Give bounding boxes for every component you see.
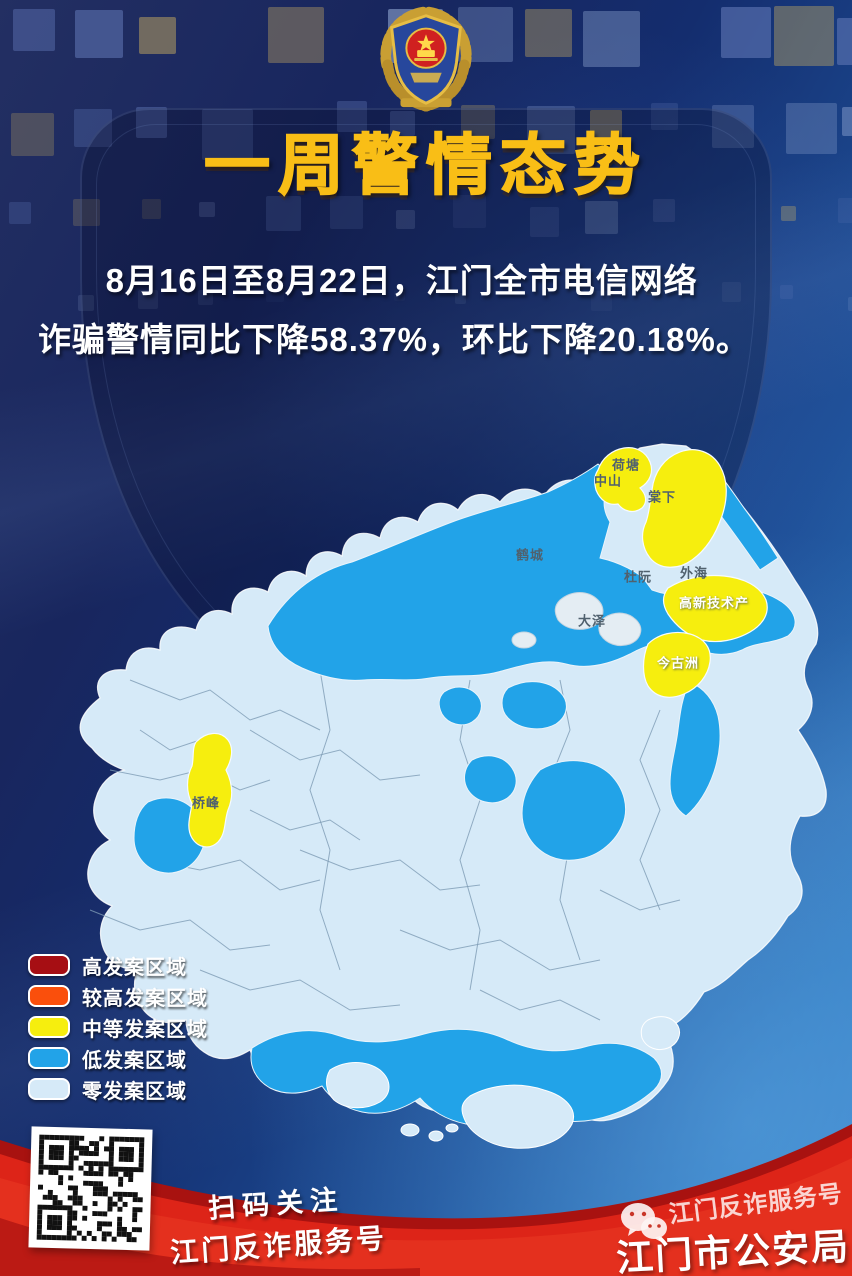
legend-row-mid: 中等发案区域 bbox=[28, 1014, 208, 1041]
legend-label: 较高发案区域 bbox=[82, 987, 208, 1010]
map-label-桥峰: 桥峰 bbox=[191, 795, 221, 811]
legend-swatch bbox=[28, 1078, 70, 1100]
mosaic-square bbox=[848, 296, 852, 311]
map-label-今古洲: 今古洲 bbox=[656, 655, 700, 671]
legend-row-mid-high: 较高发案区域 bbox=[28, 983, 208, 1010]
legend-row-high: 高发案区域 bbox=[28, 952, 208, 979]
legend-label: 低发案区域 bbox=[82, 1049, 187, 1072]
region-north-low bbox=[267, 463, 796, 681]
qr-module bbox=[136, 1237, 142, 1243]
region-tangxia bbox=[641, 449, 727, 568]
red-ribbon bbox=[0, 1124, 852, 1276]
map-label-荷塘: 荷塘 bbox=[611, 457, 641, 473]
wechat-icon bbox=[621, 1203, 667, 1243]
legend-swatch bbox=[28, 1016, 70, 1038]
mosaic-square bbox=[395, 209, 415, 230]
region-center-blob bbox=[521, 760, 626, 861]
legend-swatch bbox=[28, 954, 70, 976]
mosaic-square bbox=[455, 293, 466, 304]
legend-label: 零发案区域 bbox=[82, 1080, 187, 1103]
map-label-中山: 中山 bbox=[593, 473, 623, 489]
district-borders bbox=[89, 669, 681, 1021]
mosaic-square bbox=[785, 102, 837, 154]
map-regions bbox=[79, 443, 827, 1149]
legend-row-low: 低发案区域 bbox=[28, 1045, 208, 1072]
region-jinguzhou bbox=[642, 631, 711, 698]
legend-swatch bbox=[28, 1047, 70, 1069]
legend-label: 中等发案区域 bbox=[82, 1018, 208, 1041]
map-label-高新技术产: 高新技术产 bbox=[678, 595, 750, 611]
poster-title: 一周警情态势 bbox=[203, 127, 648, 203]
region-mid-small-1 bbox=[438, 686, 482, 726]
map-canvas bbox=[79, 443, 827, 1149]
summary-text: 8月16日至8月22日，江门全市电信网络 诈骗警情同比下降58.37%，环比下降… bbox=[38, 262, 750, 358]
mosaic-square bbox=[13, 8, 56, 51]
mosaic-square bbox=[394, 290, 405, 301]
qr-code bbox=[28, 1126, 153, 1251]
region-center-small bbox=[464, 755, 517, 804]
mosaic-square bbox=[773, 6, 834, 67]
mosaic-square bbox=[74, 9, 123, 59]
mosaic-square bbox=[139, 16, 176, 54]
mosaic-square bbox=[11, 113, 54, 156]
map-label-杜阮: 杜阮 bbox=[623, 569, 653, 585]
mosaic-square bbox=[781, 205, 797, 221]
legend-label: 高发案区域 bbox=[82, 956, 187, 979]
region-hetang bbox=[594, 447, 653, 513]
legend-swatch bbox=[28, 985, 70, 1007]
mosaic-square bbox=[268, 6, 325, 63]
mosaic-square bbox=[582, 10, 640, 68]
mosaic-square bbox=[779, 285, 794, 300]
mosaic-square bbox=[838, 198, 852, 224]
legend-row-zero: 零发案区域 bbox=[28, 1076, 208, 1103]
mosaic-square bbox=[842, 106, 852, 137]
region-east-strip bbox=[669, 681, 721, 817]
jiangmen-map: 荷塘 中山棠下鹤城杜阮 外海高新技术产大泽今古洲桥峰 bbox=[0, 430, 852, 1176]
police-badge-icon bbox=[380, 6, 472, 112]
map-labels: 荷塘 中山棠下鹤城杜阮 外海高新技术产大泽今古洲桥峰 bbox=[0, 430, 852, 1176]
mosaic-square bbox=[720, 7, 772, 58]
region-mid-small-2 bbox=[501, 681, 567, 730]
urban-patches bbox=[511, 592, 642, 649]
mosaic-square bbox=[837, 17, 852, 66]
map-label-鹤城: 鹤城 bbox=[515, 547, 545, 563]
region-qiaofeng bbox=[186, 732, 233, 848]
map-label-外海: 外海 bbox=[679, 565, 709, 581]
qr-grid bbox=[36, 1134, 145, 1243]
islands bbox=[326, 1016, 681, 1149]
map-label-大泽: 大泽 bbox=[577, 613, 607, 629]
mosaic-square bbox=[525, 9, 573, 57]
region-hightech bbox=[662, 574, 768, 643]
mosaic-square bbox=[390, 111, 416, 137]
mosaic-square bbox=[8, 201, 31, 225]
map-legend: 高发案区域较高发案区域 中等发案区域 低发案区域零发案区域 bbox=[28, 952, 208, 1107]
map-label-棠下: 棠下 bbox=[647, 489, 677, 505]
